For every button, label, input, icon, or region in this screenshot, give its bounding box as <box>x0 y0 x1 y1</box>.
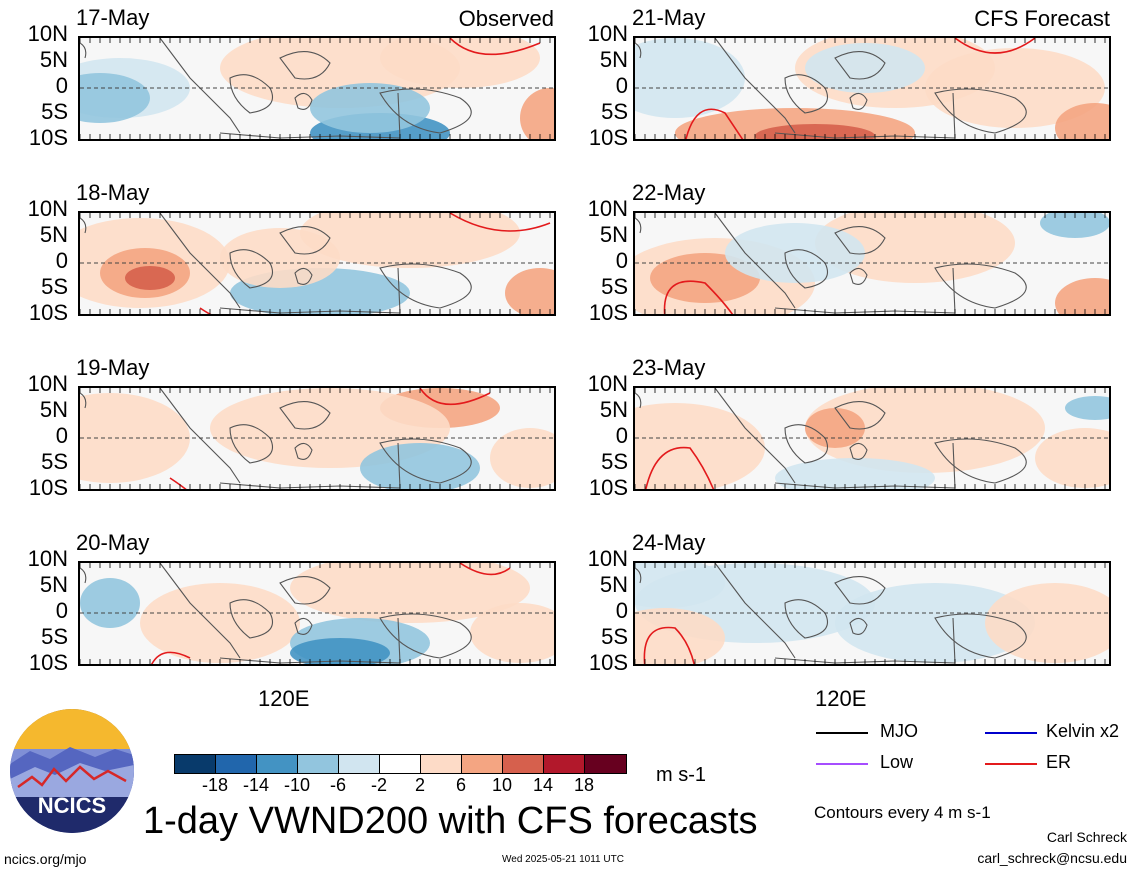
lat-label: 0 <box>615 598 628 623</box>
map-frame <box>633 36 1111 141</box>
lat-label: 0 <box>615 73 628 98</box>
colorbar-swatch <box>175 755 216 773</box>
map-frame <box>633 561 1111 666</box>
legend-line-er <box>985 763 1037 765</box>
lat-label: 5S <box>41 449 68 474</box>
colorbar-label: -10 <box>283 775 310 795</box>
lat-label: 5N <box>599 222 628 247</box>
lat-label: 5S <box>601 274 628 299</box>
legend-line-low <box>816 763 868 765</box>
footer-author: Carl Schreck <box>1046 829 1127 845</box>
colorbar-label: 10 <box>491 775 513 795</box>
lat-label: 0 <box>615 248 628 273</box>
lat-label: 10N <box>27 371 68 396</box>
lat-label: 0 <box>55 423 68 448</box>
legend-label-kelvin: Kelvin x2 <box>1046 721 1120 741</box>
panel-date: 21-May <box>632 5 706 30</box>
lat-label: 0 <box>55 73 68 98</box>
lat-label: 10S <box>588 650 628 675</box>
map-frame <box>78 561 556 666</box>
panel-date: 18-May <box>76 180 150 205</box>
map-frame <box>633 386 1111 491</box>
map-frame <box>78 36 556 141</box>
colorbar-swatch <box>257 755 298 773</box>
panel-date: 20-May <box>76 530 150 555</box>
lon-label-right: 120E <box>815 686 867 711</box>
lat-label: 10N <box>27 546 68 571</box>
lat-label: 10S <box>28 300 68 325</box>
colorbar-swatch <box>421 755 462 773</box>
lat-label: 10N <box>587 546 628 571</box>
footer-email: carl_schreck@ncsu.edu <box>977 850 1127 866</box>
colorbar-label: -18 <box>201 775 228 795</box>
lat-label: 10S <box>28 125 68 150</box>
lat-label: 5S <box>601 624 628 649</box>
lat-label: 5N <box>39 222 68 247</box>
colorbar-swatch <box>216 755 257 773</box>
lat-label: 5N <box>599 397 628 422</box>
colorbar-label: 18 <box>573 775 595 795</box>
lat-label: 10S <box>588 125 628 150</box>
legend-line-kelvin <box>985 732 1037 734</box>
colorbar-label: -14 <box>242 775 269 795</box>
lat-label: 5N <box>39 397 68 422</box>
lat-label: 10S <box>588 475 628 500</box>
colorbar-swatch <box>380 755 421 773</box>
colorbar-label: -2 <box>370 775 387 795</box>
lat-label: 5N <box>599 47 628 72</box>
lon-label-left: 120E <box>258 686 310 711</box>
panel-tag: CFS Forecast <box>974 6 1110 31</box>
lat-label: 0 <box>615 423 628 448</box>
map-frame <box>78 211 556 316</box>
lat-label: 0 <box>55 598 68 623</box>
footer-url: ncics.org/mjo <box>4 851 87 867</box>
map-frame <box>78 386 556 491</box>
map-frame <box>633 211 1111 316</box>
panel-date: 23-May <box>632 355 706 380</box>
lat-label: 10S <box>588 300 628 325</box>
legend-line-mjo <box>816 732 868 734</box>
lat-label: 10N <box>27 21 68 46</box>
panel-date: 17-May <box>76 5 150 30</box>
lat-label: 5S <box>41 274 68 299</box>
lat-label: 5S <box>41 99 68 124</box>
panel-date: 24-May <box>632 530 706 555</box>
panel-date: 19-May <box>76 355 150 380</box>
lat-label: 5S <box>601 449 628 474</box>
colorbar-swatch <box>544 755 585 773</box>
logo-text: NCICS <box>38 793 106 818</box>
main-title: 1-day VWND200 with CFS forecasts <box>143 800 758 842</box>
panel-date: 22-May <box>632 180 706 205</box>
legend-label-low: Low <box>880 752 914 772</box>
colorbar-label: 2 <box>414 775 425 795</box>
lat-label: 10S <box>28 475 68 500</box>
lat-label: 10N <box>587 196 628 221</box>
ncics-logo: NCICS <box>10 709 134 833</box>
panel-tag: Observed <box>458 6 554 31</box>
lat-label: 5N <box>599 572 628 597</box>
colorbar-swatch <box>462 755 503 773</box>
colorbar-label: -6 <box>329 775 346 795</box>
colorbar <box>174 754 627 774</box>
lat-label: 10S <box>28 650 68 675</box>
contours-note: Contours every 4 m s-1 <box>814 803 991 822</box>
lat-label: 0 <box>55 248 68 273</box>
lat-label: 5N <box>39 572 68 597</box>
lat-label: 5S <box>41 624 68 649</box>
colorbar-label: 14 <box>532 775 554 795</box>
lat-label: 5N <box>39 47 68 72</box>
legend-label-er: ER <box>1046 752 1072 772</box>
legend-label-mjo: MJO <box>880 721 918 741</box>
colorbar-swatch <box>585 755 626 773</box>
lat-label: 10N <box>587 21 628 46</box>
colorbar-units: m s-1 <box>656 764 706 786</box>
colorbar-swatch <box>298 755 339 773</box>
colorbar-swatch <box>339 755 380 773</box>
lat-label: 10N <box>27 196 68 221</box>
lat-label: 5S <box>601 99 628 124</box>
colorbar-swatch <box>503 755 544 773</box>
footer-timestamp: Wed 2025-05-21 1011 UTC <box>502 854 624 865</box>
lat-label: 10N <box>587 371 628 396</box>
colorbar-label: 6 <box>455 775 466 795</box>
